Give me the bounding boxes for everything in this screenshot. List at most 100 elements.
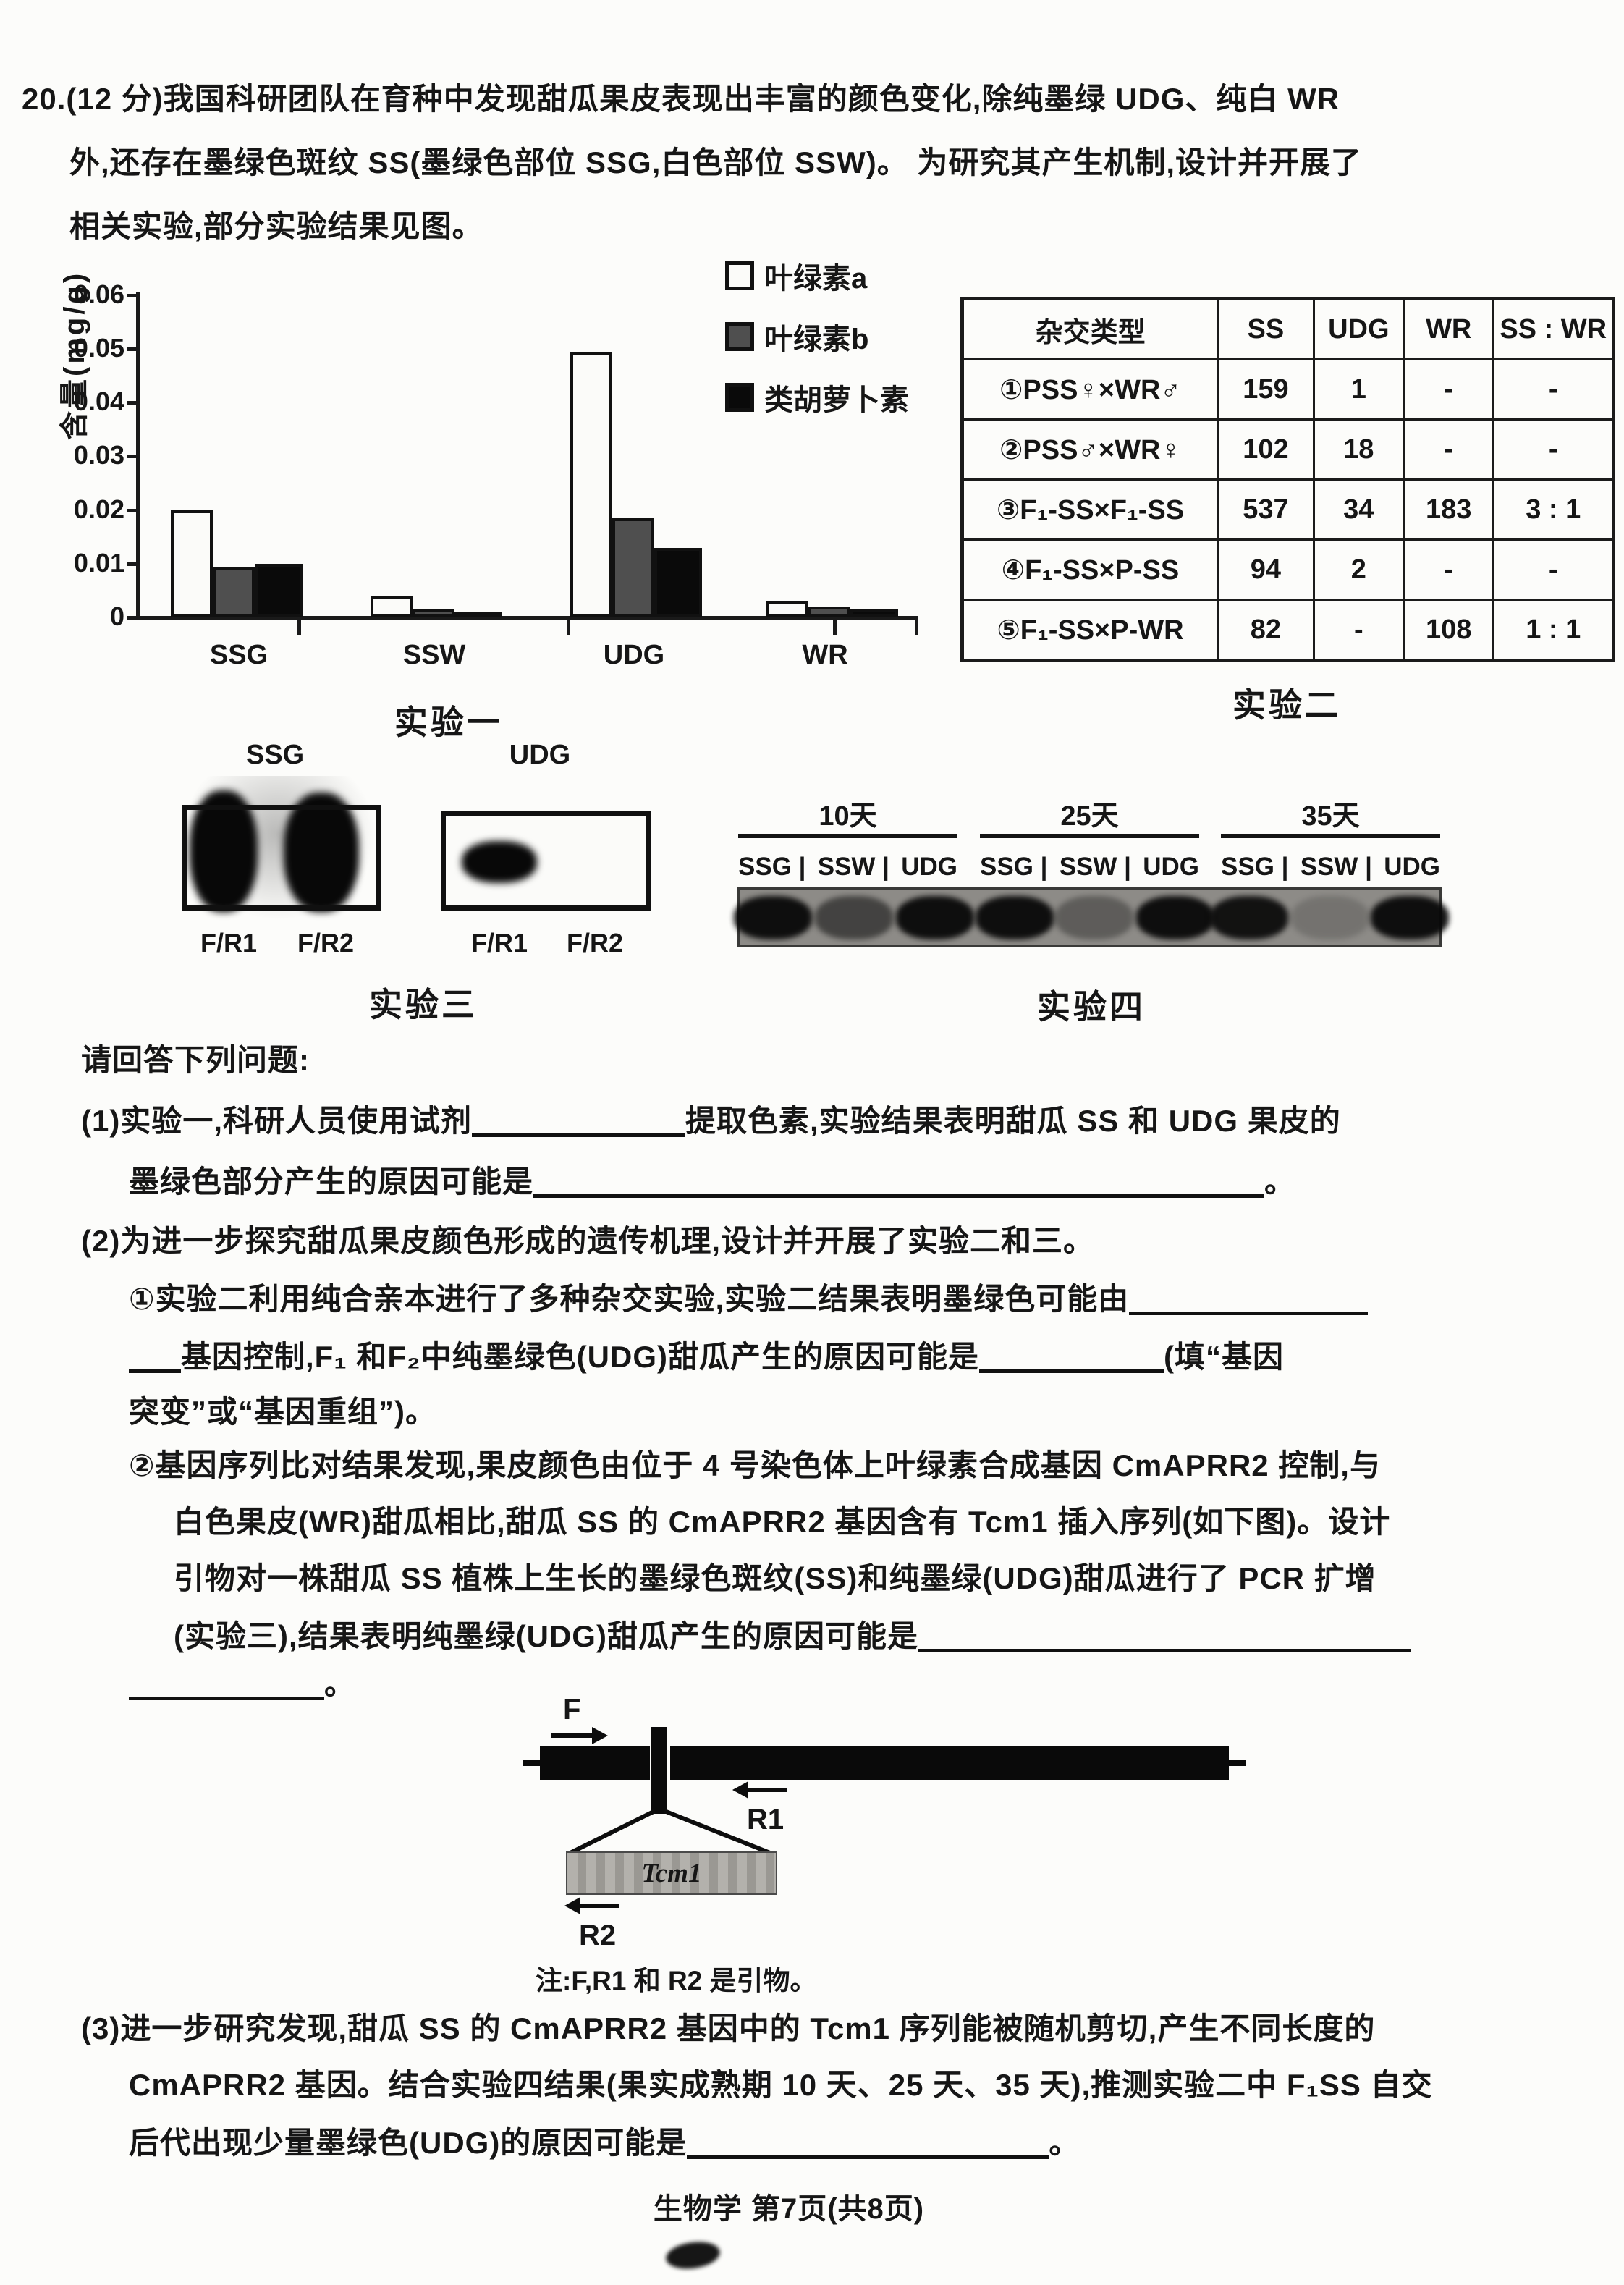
table-header-cell: 杂交类型 [960, 297, 1219, 360]
gel-left-lane2-label: F/R2 [297, 928, 355, 958]
table-cell: ②PSS♂×WR♀ [960, 418, 1219, 481]
day-overline [980, 834, 1199, 838]
q2-1-text-1: ①实验二利用纯合亲本进行了多种杂交实验,实验二结果表明墨绿色可能由 [129, 1282, 1130, 1316]
y-tick-mark [127, 293, 139, 297]
gel-left-lane1-label: F/R1 [200, 928, 258, 958]
primer-f-arrowhead [592, 1727, 608, 1744]
gel-box-ssg [182, 805, 381, 911]
day-label: 25天 [1060, 801, 1119, 832]
lane-label: SSW | [817, 853, 889, 881]
table-cell: - [1403, 358, 1495, 421]
chart-x-axis [136, 616, 918, 620]
table-cell: - [1492, 418, 1615, 481]
q2-2-blank-2[interactable] [129, 1665, 324, 1700]
q1-blank-1[interactable] [472, 1102, 686, 1137]
experiment3-caption: 实验三 [369, 986, 478, 1023]
primer-r2-arrowhead [564, 1897, 580, 1914]
exp4-band-35天-SSW [1291, 896, 1369, 939]
primer-f-label: F [563, 1694, 581, 1726]
category-label-WR: WR [802, 640, 848, 670]
table-row: ⑤F₁-SS×P-WR 82-108 1 : 1 [960, 599, 1615, 662]
category-label-SSW: SSW [402, 640, 466, 670]
day-overline [738, 834, 957, 838]
lane-label: SSG | [738, 853, 806, 881]
experiment2-table: 杂交类型 SS UDG WR SS : WR ①PSS♀×WR♂ 159 1- - ②PSS♂×W… [960, 297, 1615, 662]
bar-SSW-叶绿素b [413, 609, 454, 617]
legend-swatch [725, 322, 754, 351]
bar-SSG-类胡萝卜素 [255, 564, 303, 617]
q3-line-2: CmAPRR2 基因。结合实验四结果(果实成熟期 10 天、25 天、35 天)… [129, 2068, 1433, 2102]
legend-label: 叶绿素b [764, 324, 869, 355]
chart-legend: 叶绿素a 叶绿素b 类胡萝卜素 [725, 255, 909, 437]
y-tick-label: 0.02 [73, 494, 124, 524]
experiment2-table-wrap: 杂交类型 SS UDG WR SS : WR ①PSS♀×WR♂ 159 1- - ②PSS♂×W… [960, 297, 1615, 662]
stem-line-2: 外,还存在墨绿色斑纹 SS(墨绿色部位 SSG,白色部位 SSW)。 为研究其产… [69, 145, 1363, 179]
lane-label: UDG [1384, 853, 1440, 881]
day-label: 10天 [819, 801, 877, 832]
bar-WR-叶绿素a [766, 601, 808, 617]
experiment1-caption: 实验一 [394, 704, 503, 741]
table-cell: ③F₁-SS×F₁-SS [960, 478, 1219, 541]
x-tick-mark [297, 616, 301, 635]
q2-2-line-1: ②基因序列比对结果发现,果皮颜色由位于 4 号染色体上叶绿素合成基因 CmAPR… [129, 1448, 1381, 1482]
tcm1-insert-box: Tcm1 [566, 1851, 777, 1895]
y-tick-label: 0 [109, 601, 124, 631]
primer-f-arrow [551, 1733, 593, 1738]
q1-blank-2[interactable] [533, 1162, 1265, 1198]
q2-heading: (2)为进一步探究甜瓜果皮颜色形成的遗传机理,设计并开展了实验二和三。 [81, 1224, 1095, 1258]
gel-box-udg [441, 811, 651, 911]
exp4-band-25天-UDG [1136, 896, 1214, 939]
lane-label-group: SSG | SSW | UDG [980, 853, 1199, 882]
gel-right-lane2-label: F/R2 [566, 928, 624, 958]
y-tick-label: 0.01 [73, 547, 124, 578]
table-cell: 159 [1217, 358, 1315, 421]
q1-text-3: 墨绿色部分产生的原因可能是 [129, 1165, 534, 1199]
gel-right-lane1-label: F/R1 [470, 928, 528, 958]
legend-item: 叶绿素a [725, 255, 909, 297]
diagram-note: 注:F,R1 和 R2 是引物。 [536, 1966, 817, 1995]
exp4-band-10天-SSG [734, 896, 812, 939]
gel-left-title: SSG [245, 740, 305, 770]
x-tick-mark [833, 616, 837, 635]
q2-2-line-3: 引物对一株甜瓜 SS 植株上生长的墨绿色斑纹(SS)和纯墨绿(UDG)甜瓜进行了… [174, 1561, 1376, 1595]
lane-label: SSG | [1221, 853, 1289, 881]
table-cell: - [1312, 599, 1405, 662]
y-tick-mark [127, 616, 139, 620]
table-cell: - [1492, 358, 1615, 421]
tcm1-insert-label: Tcm1 [641, 1858, 702, 1888]
bar-UDG-叶绿素b [612, 518, 654, 617]
q2-2-blank-1[interactable] [918, 1617, 1411, 1652]
primer-r1-arrowhead [732, 1781, 748, 1799]
lane-label: SSW | [1300, 853, 1372, 881]
gel-band-udg-fr1 [462, 841, 537, 883]
q2-2-text-4: (实验三),结果表明纯墨绿(UDG)甜瓜产生的原因可能是 [174, 1619, 918, 1653]
table-cell: 94 [1217, 538, 1315, 601]
table-cell: 1 [1312, 358, 1405, 421]
table-cell: ①PSS♀×WR♂ [960, 358, 1219, 421]
category-label-SSG: SSG [209, 640, 268, 670]
table-row: ③F₁-SS×F₁-SS 537 34 183 3 : 1 [960, 478, 1615, 541]
bar-UDG-类胡萝卜素 [654, 548, 702, 617]
q2-1-text-2: 基因控制,F₁ 和F₂中纯墨绿色(UDG)甜瓜产生的原因可能是 [181, 1340, 979, 1374]
q3-text-3: 后代出现少量墨绿色(UDG)的原因可能是 [129, 2126, 688, 2160]
q3-blank-1[interactable] [687, 2124, 1049, 2159]
q1-text-2: 提取色素,实验结果表明甜瓜 SS 和 UDG 果皮的 [685, 1104, 1341, 1138]
bar-SSW-类胡萝卜素 [454, 612, 502, 617]
table-cell: - [1492, 538, 1615, 601]
lane-label: UDG [1143, 853, 1199, 881]
q2-1-blank-1[interactable] [1129, 1280, 1369, 1315]
primer-r1-label: R1 [747, 1804, 784, 1836]
gel-band-ssg-fr2 [284, 793, 359, 912]
bar-WR-类胡萝卜素 [850, 609, 898, 617]
lane-label-group: SSG | SSW | UDG [1221, 853, 1440, 882]
table-cell: - [1403, 418, 1495, 481]
y-tick-mark [127, 508, 139, 512]
legend-swatch [725, 383, 754, 412]
bar-WR-叶绿素b [808, 607, 850, 617]
q2-1-blank-2[interactable] [129, 1338, 181, 1373]
q2-1-blank-3[interactable] [979, 1338, 1164, 1373]
table-header-cell: WR [1403, 297, 1495, 360]
legend-item: 叶绿素b [725, 316, 909, 358]
table-cell: 2 [1312, 538, 1405, 601]
